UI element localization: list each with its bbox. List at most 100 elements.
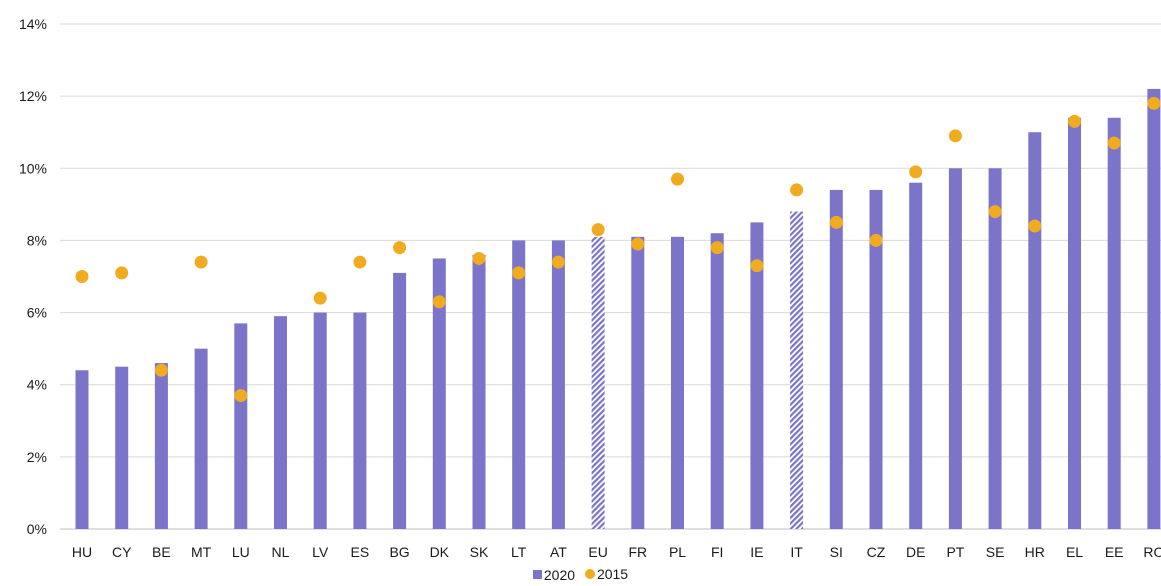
legend-label-2015: 2015	[596, 566, 629, 582]
dot-2015-eu	[591, 223, 605, 237]
dot-2015-lt	[512, 266, 526, 280]
bar-2020-lv	[313, 312, 327, 529]
y-tick-label: 12%	[19, 88, 47, 104]
bar-2020-cz	[869, 189, 883, 529]
bar-2020-be	[154, 363, 168, 529]
dot-2015-fr	[631, 237, 645, 251]
x-tick-label-de: DE	[906, 544, 925, 560]
x-tick-label-fr: FR	[628, 544, 647, 560]
x-tick-label-ee: EE	[1105, 544, 1124, 560]
bar-2020-dk	[432, 258, 446, 529]
x-tick-label-cz: CZ	[867, 544, 886, 560]
dot-2015-fi	[710, 241, 724, 255]
dot-2015-ie	[750, 259, 764, 273]
x-tick-label-cy: CY	[112, 544, 132, 560]
y-tick-label: 8%	[27, 232, 47, 248]
x-tick-label-bg: BG	[389, 544, 409, 560]
bar-2020-nl	[274, 316, 287, 529]
x-tick-label-hr: HR	[1025, 544, 1045, 560]
x-tick-label-ro: RO	[1143, 544, 1161, 560]
chart: 0% 2% 4% 6% 8% 10% 12% 14% HU CY BE MT LU NL LV ES BG DK…	[19, 16, 1161, 560]
bar-2020-ro	[1147, 88, 1161, 529]
bar-2020-ee	[1107, 117, 1121, 530]
bar-2020-pl	[671, 236, 684, 530]
x-tick-label-at: AT	[550, 544, 567, 560]
y-tick-label: 6%	[27, 305, 47, 321]
x-axis-ticks: HU CY BE MT LU NL LV ES BG DK SK LT AT EU FR PL FI IE IT SI…	[72, 544, 1161, 560]
dot-2015-sk	[472, 251, 486, 265]
x-tick-label-pt: PT	[946, 544, 964, 560]
x-tick-label-sk: SK	[470, 544, 489, 560]
bar-2020-eu	[591, 236, 605, 530]
dot-2015-be	[154, 363, 168, 377]
legend-item-2015: 2015	[584, 566, 629, 582]
legend-label-2020: 2020	[543, 566, 576, 583]
dot-2015-it	[790, 183, 804, 197]
x-tick-label-si: SI	[830, 544, 843, 560]
bar-2020-lt	[512, 240, 526, 529]
x-tick-label-el: EL	[1066, 544, 1083, 560]
x-tick-label-nl: NL	[272, 544, 290, 560]
bar-2020-es	[353, 312, 367, 529]
dot-2015-lu	[234, 389, 248, 403]
x-tick-label-lt: LT	[511, 544, 527, 560]
bar-2020-fi	[710, 233, 724, 529]
bars-2020	[75, 88, 1161, 530]
y-tick-label: 14%	[19, 16, 47, 32]
dot-2015-cz	[869, 233, 883, 247]
y-axis-ticks: 0% 2% 4% 6% 8% 10% 12% 14%	[19, 16, 47, 537]
dot-2015-pt	[948, 129, 962, 143]
bar-2020-bg	[393, 272, 407, 529]
bar-2020-cy	[115, 366, 129, 529]
dot-2015-hr	[1028, 219, 1042, 233]
bar-2020-de	[909, 182, 923, 529]
y-tick-label: 0%	[27, 521, 47, 537]
dot-2015-ee	[1107, 136, 1121, 150]
legend-item-2020: 2020	[532, 566, 576, 583]
x-tick-label-lu: LU	[232, 544, 250, 560]
dot-2015-cy	[115, 266, 129, 280]
x-tick-label-lv: LV	[312, 544, 329, 560]
x-tick-label-it: IT	[790, 544, 803, 560]
y-tick-label: 2%	[27, 449, 47, 465]
bar-2020-ie	[750, 222, 764, 529]
dot-2015-es	[353, 255, 367, 269]
x-tick-label-es: ES	[351, 544, 370, 560]
bar-2020-mt	[194, 348, 208, 529]
bar-2020-pt	[948, 168, 962, 530]
dot-2015-el	[1068, 114, 1081, 128]
x-tick-label-mt: MT	[191, 544, 212, 560]
dots-2015	[75, 96, 1161, 403]
bar-2020-el	[1068, 117, 1081, 530]
dot-2015-ro	[1147, 96, 1161, 110]
bar-2020-se	[988, 168, 1002, 530]
bar-2020-si	[829, 189, 843, 529]
bar-2020-hu	[75, 370, 89, 529]
bar-2020-sk	[472, 254, 486, 529]
y-tick-label: 4%	[27, 377, 47, 393]
legend-swatch-2020	[532, 570, 542, 579]
dot-2015-dk	[432, 295, 446, 309]
legend-swatch-2015	[584, 569, 595, 579]
dot-2015-pl	[671, 172, 684, 186]
bar-2020-fr	[631, 236, 645, 530]
x-tick-label-dk: DK	[430, 544, 450, 560]
bar-2020-it	[790, 211, 804, 530]
x-tick-label-hu: HU	[72, 544, 92, 560]
y-tick-label: 10%	[19, 160, 47, 176]
dot-2015-se	[988, 205, 1002, 219]
dot-2015-bg	[393, 241, 407, 255]
x-tick-label-be: BE	[152, 544, 171, 560]
dot-2015-si	[829, 215, 843, 229]
dot-2015-lv	[313, 291, 327, 305]
bar-2020-hr	[1028, 132, 1042, 529]
x-tick-label-pl: PL	[669, 544, 686, 560]
x-tick-label-fi: FI	[711, 544, 723, 560]
dot-2015-mt	[194, 255, 208, 269]
x-tick-label-ie: IE	[750, 544, 763, 560]
bar-2020-lu	[234, 323, 248, 529]
x-tick-label-se: SE	[986, 544, 1005, 560]
x-tick-label-eu: EU	[588, 544, 607, 560]
bar-2020-at	[551, 240, 565, 529]
dot-2015-at	[551, 255, 565, 269]
